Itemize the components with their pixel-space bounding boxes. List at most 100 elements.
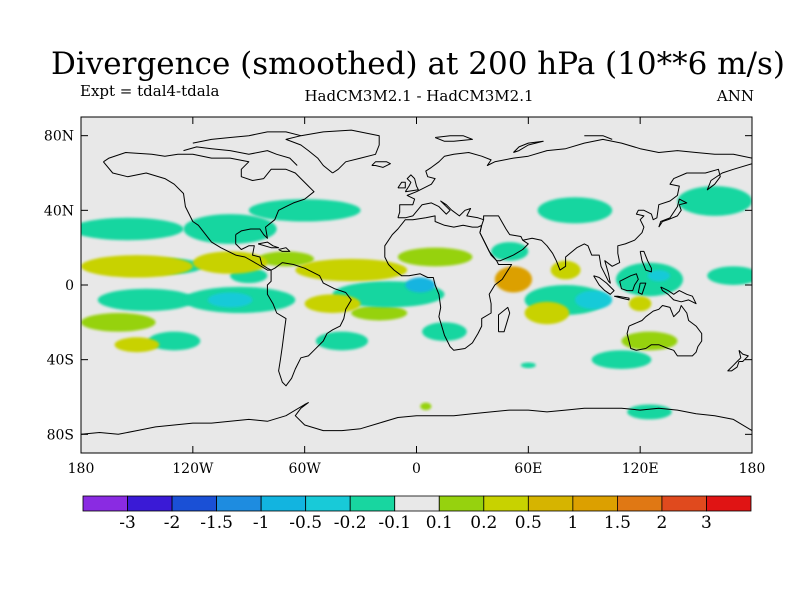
field-region xyxy=(192,251,268,274)
field-region xyxy=(304,294,361,313)
coastline xyxy=(584,135,613,140)
lat-label: 80N xyxy=(44,129,74,145)
field-region xyxy=(207,292,253,308)
colorbar-swatch xyxy=(260,495,307,512)
coastlines xyxy=(81,129,752,435)
coastline xyxy=(637,282,647,295)
colorbar-swatch xyxy=(305,495,351,512)
colorbar-label: -3 xyxy=(119,513,136,533)
colorbar-swatch xyxy=(483,495,529,512)
colorbar-label: 1 xyxy=(567,513,578,533)
lon-label: 60W xyxy=(289,461,322,477)
coastline xyxy=(593,275,615,295)
coastline xyxy=(434,135,473,142)
colorbar-swatch xyxy=(216,495,262,512)
colorbar-swatch xyxy=(127,495,173,512)
field-region xyxy=(615,262,684,297)
colorbar-label: 1.5 xyxy=(604,513,631,533)
field-region xyxy=(295,258,408,282)
field-region xyxy=(258,251,314,267)
field-region xyxy=(524,301,570,325)
coastline xyxy=(522,163,752,284)
colorbar-swatch xyxy=(394,495,440,512)
field-region xyxy=(405,277,436,293)
coastline xyxy=(257,241,280,249)
coastline xyxy=(397,138,752,218)
colorbar: -3 -2 -1.5 -1 -0.5 -0.2 -0.1 0.1 0.2 0.5 1 1.5 2 3 xyxy=(82,495,752,533)
coastline xyxy=(498,306,511,333)
field-region xyxy=(621,331,678,351)
field-region xyxy=(574,290,613,310)
experiment-label: Expt = tdal4-tdala xyxy=(80,82,220,100)
coastline xyxy=(183,146,298,166)
season-label: ANN xyxy=(716,87,754,105)
coastline xyxy=(285,129,380,174)
field-region xyxy=(397,247,473,267)
field-region xyxy=(420,402,432,411)
coastline xyxy=(658,198,688,228)
coastline xyxy=(397,181,406,189)
coastline xyxy=(103,152,315,239)
colorbar-swatch xyxy=(349,495,396,512)
field-region xyxy=(491,242,529,261)
field-region xyxy=(97,288,195,312)
coastline xyxy=(619,273,639,292)
coastline xyxy=(727,349,749,372)
colorbar-label: 0.5 xyxy=(515,513,542,533)
coastline xyxy=(404,174,419,193)
coastline xyxy=(235,234,272,271)
colorbar-label: 0.2 xyxy=(470,513,497,533)
coastline xyxy=(660,286,697,305)
coastline xyxy=(192,131,302,144)
coastline xyxy=(513,140,544,153)
coastline xyxy=(103,161,272,271)
field-region xyxy=(707,266,752,285)
lon-label: 180 xyxy=(739,461,766,477)
field-region xyxy=(114,337,160,353)
colorbar-label: -1.5 xyxy=(200,513,233,533)
coastline xyxy=(266,262,352,387)
coastline xyxy=(397,200,485,226)
coastline xyxy=(479,215,529,262)
lat-label: 40N xyxy=(44,203,74,219)
coastline xyxy=(81,402,752,435)
field-region xyxy=(315,331,369,351)
lat-label: 0 xyxy=(65,278,74,294)
coastline xyxy=(639,250,652,273)
colorbar-label: 3 xyxy=(701,513,712,533)
lon-label: 180 xyxy=(68,461,95,477)
colorbar-swatch xyxy=(171,495,217,512)
coastline xyxy=(371,161,391,168)
colorbar-swatch xyxy=(706,495,752,512)
lon-label: 0 xyxy=(412,461,421,477)
coastline xyxy=(626,305,703,357)
field-region xyxy=(81,255,193,278)
field-region xyxy=(520,362,536,369)
coastline xyxy=(613,295,630,301)
colorbar-swatch xyxy=(82,495,128,512)
colorbar-swatch xyxy=(661,495,707,512)
field-region xyxy=(677,186,752,216)
colorbar-swatch xyxy=(527,495,574,512)
field-region xyxy=(627,404,672,420)
lon-label: 60E xyxy=(514,461,542,477)
lat-label: 80S xyxy=(47,427,74,443)
field-region xyxy=(422,322,467,341)
lon-label: 120W xyxy=(172,461,214,477)
colorbar-label: -0.2 xyxy=(334,513,367,533)
plot-title: Divergence (smoothed) at 200 hPa (10**6 … xyxy=(51,46,785,82)
field-region xyxy=(81,217,184,241)
field-region xyxy=(591,350,652,369)
field-region xyxy=(351,305,408,321)
field-region xyxy=(81,313,156,332)
colorbar-label: -0.1 xyxy=(378,513,411,533)
field-region xyxy=(183,214,277,244)
colorbar-label: -2 xyxy=(164,513,181,533)
colorbar-label: -1 xyxy=(253,513,270,533)
coastline xyxy=(384,215,513,351)
field-region xyxy=(628,296,652,312)
field-region xyxy=(148,331,201,351)
colorbar-label: 0.1 xyxy=(426,513,453,533)
lon-label: 120E xyxy=(622,461,659,477)
